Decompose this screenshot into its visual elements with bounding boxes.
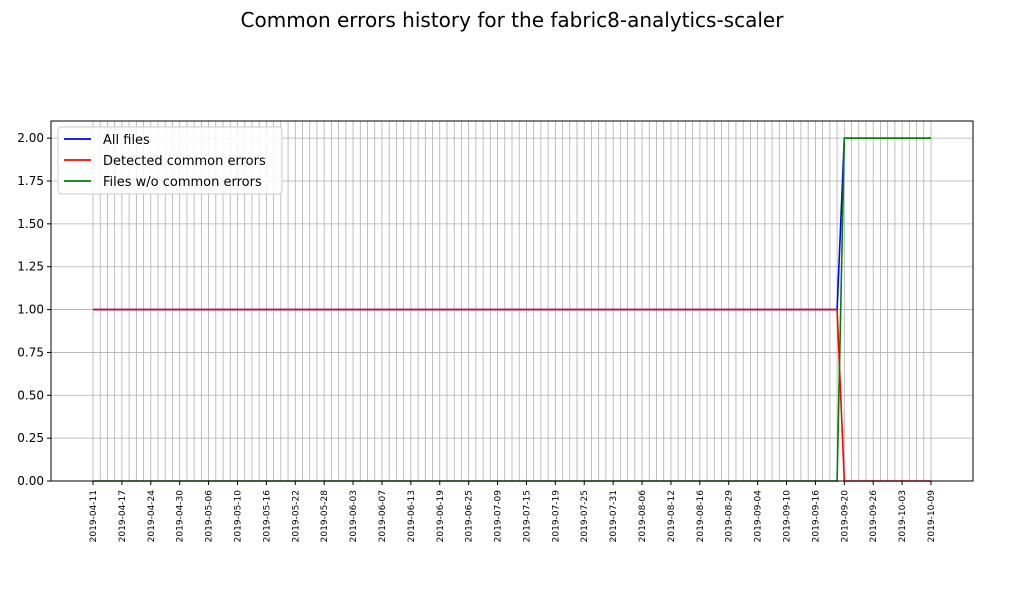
x-tick-label: 2019-05-22 [291,490,301,542]
x-tick-label: 2019-08-29 [725,490,735,543]
y-tick-label: 1.50 [17,217,44,231]
x-tick-label: 2019-05-10 [233,490,243,543]
y-tick-label: 0.50 [17,388,44,402]
x-axis-ticks: 2019-04-11 2019-04-17 2019-04-24 2019-04-30… [89,481,937,542]
x-tick-label: 2019-04-17 [118,490,128,542]
y-tick-label: 1.00 [17,303,44,317]
x-tick-label: 2019-04-30 [176,490,186,543]
x-tick-label: 2019-08-06 [638,490,648,543]
legend-label: All files [103,133,150,148]
x-tick-label: 2019-10-09 [927,490,937,543]
y-tick-label: 2.00 [17,131,44,145]
x-tick-label: 2019-09-16 [811,490,821,543]
x-tick-label: 2019-07-09 [494,490,504,543]
x-tick-label: 2019-06-25 [465,490,475,542]
y-tick-label: 0.75 [17,345,44,359]
x-tick-label: 2019-08-12 [667,490,677,542]
y-tick-label: 1.25 [17,260,44,274]
legend-label: Detected common errors [103,154,266,169]
x-tick-label: 2019-06-07 [378,490,388,542]
x-tick-label: 2019-06-19 [436,490,446,543]
y-tick-label: 0.00 [17,474,44,488]
x-tick-label: 2019-10-03 [898,490,908,542]
legend-label: Files w/o common errors [103,175,262,190]
chart-title: Common errors history for the fabric8-an… [240,8,784,32]
x-tick-label: 2019-09-26 [869,490,879,543]
x-tick-label: 2019-08-16 [696,490,706,543]
x-tick-label: 2019-04-24 [147,490,157,543]
x-tick-label: 2019-04-11 [89,490,99,542]
x-tick-label: 2019-06-03 [349,490,359,542]
x-tick-label: 2019-05-06 [205,490,215,543]
x-tick-label: 2019-05-28 [320,490,330,543]
grid-lines [51,121,973,482]
x-tick-label: 2019-09-10 [783,490,793,543]
x-tick-label: 2019-05-16 [262,490,272,543]
legend-box [57,126,283,195]
x-tick-label: 2019-07-25 [580,490,590,542]
plot-frame [50,120,974,482]
y-tick-label: 1.75 [17,174,44,188]
legend: All files Detected common errors Files w/o… [57,126,283,195]
x-tick-label: 2019-09-20 [840,490,850,543]
y-axis-ticks: 0.00 0.25 0.50 0.75 1.00 1.25 1.50 1.75 2.00 [17,131,51,488]
x-tick-label: 2019-07-31 [609,490,619,542]
x-tick-label: 2019-07-15 [522,490,532,542]
y-tick-label: 0.25 [17,431,44,445]
x-tick-label: 2019-09-04 [754,490,764,543]
series-line-1 [93,308,931,482]
x-tick-label: 2019-07-19 [551,490,561,543]
x-tick-label: 2019-06-13 [407,490,417,542]
